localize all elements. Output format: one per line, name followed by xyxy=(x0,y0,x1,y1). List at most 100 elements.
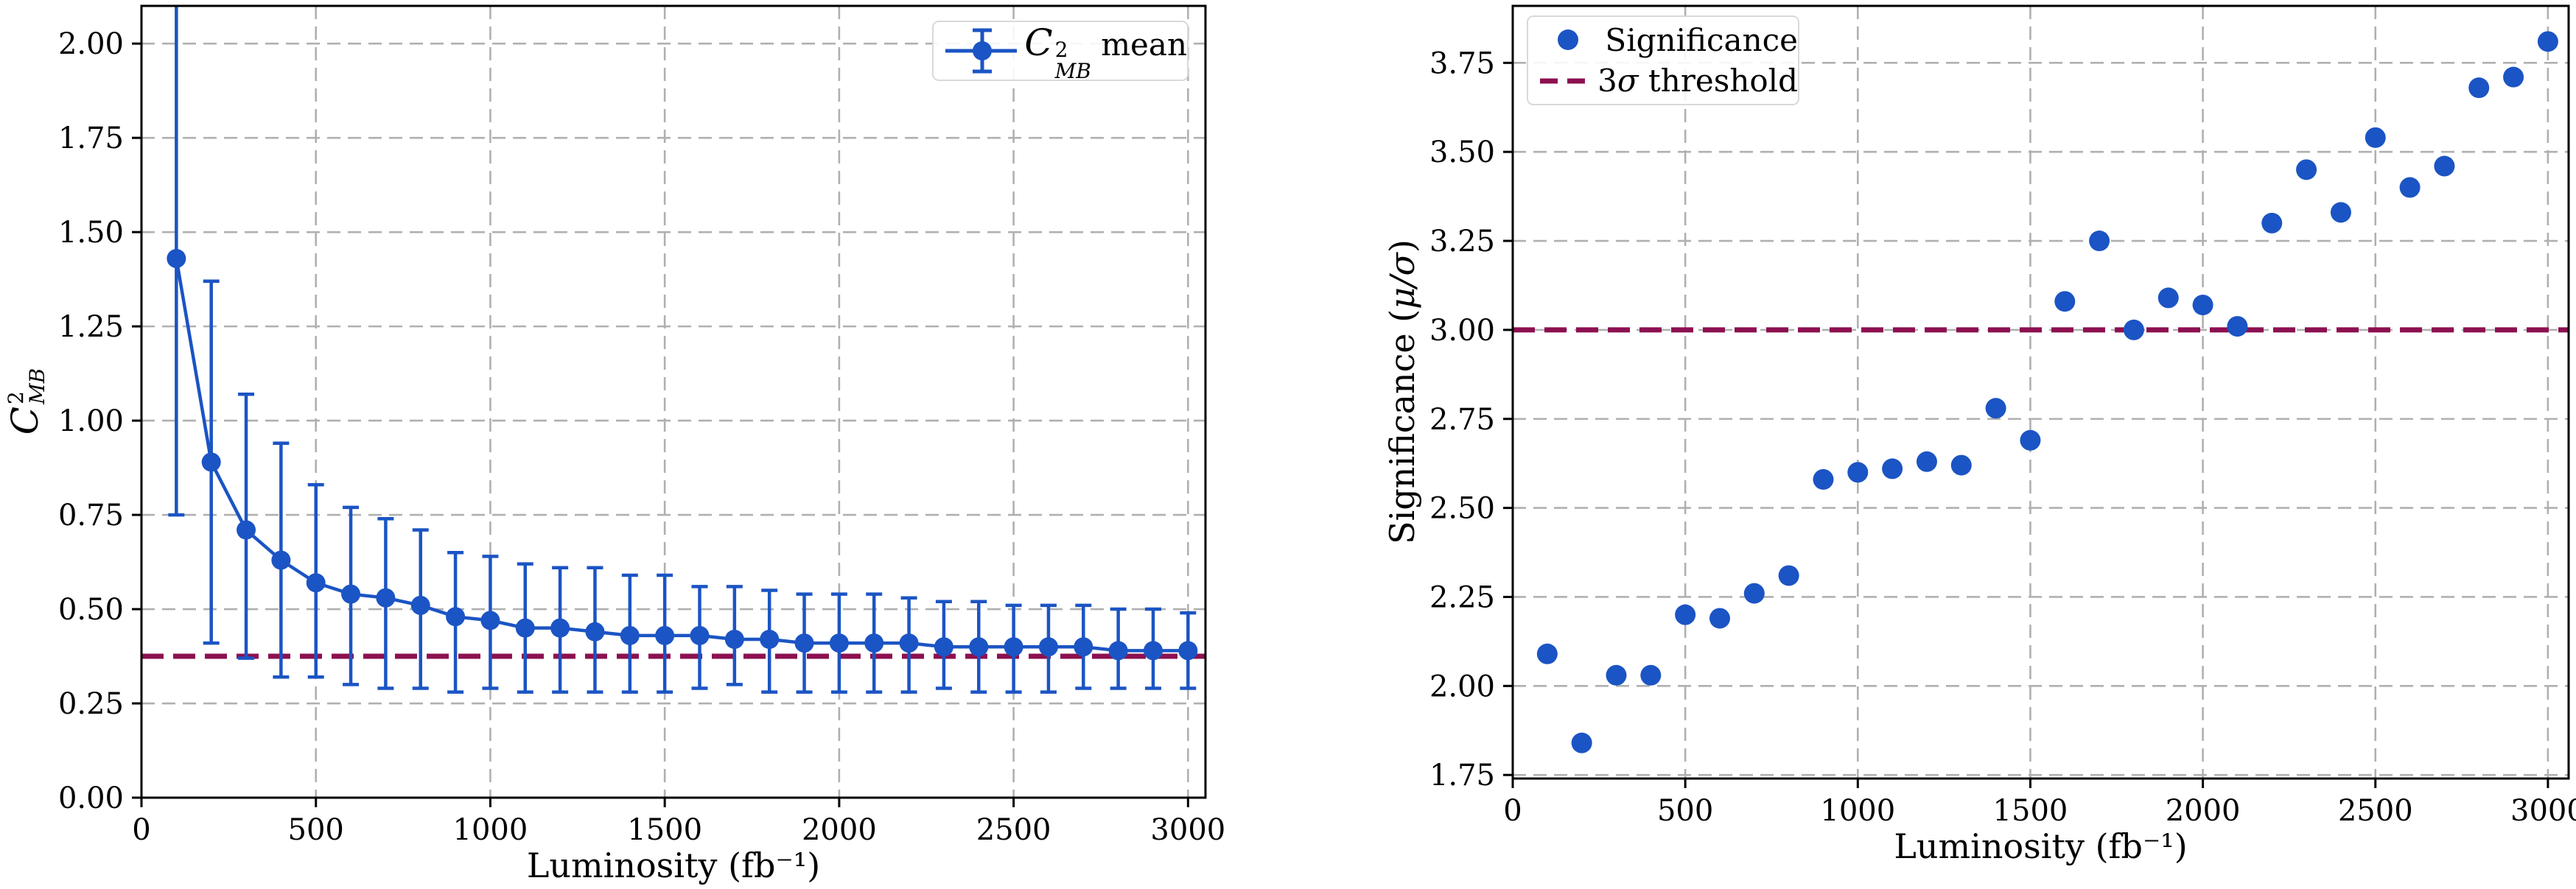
data-point xyxy=(899,633,919,653)
data-point xyxy=(724,630,744,649)
errorbar-marker-icon xyxy=(945,28,1018,74)
data-point xyxy=(2261,212,2283,233)
data-point xyxy=(1143,641,1163,661)
data-point xyxy=(2089,231,2110,252)
y-tick-label: 3.00 xyxy=(1429,314,1495,348)
data-point xyxy=(760,630,780,649)
data-point xyxy=(1038,637,1058,657)
legend-label-cmb-mean: C 2 MB mean xyxy=(1024,21,1187,83)
legend-row-threshold: 3σ threshold xyxy=(1536,63,1798,99)
data-point xyxy=(2330,202,2351,223)
y-tick-label: 3.75 xyxy=(1429,46,1495,80)
data-point xyxy=(2503,66,2524,88)
data-point xyxy=(1743,583,1765,604)
data-point xyxy=(306,573,326,593)
x-tick-label: 1500 xyxy=(627,813,702,847)
data-point xyxy=(167,248,186,268)
tick-labels: 0 500 1000 1500 2000 2500 3000 1.75 2.00 2.25 2.50… xyxy=(1429,46,2576,828)
dot-marker-icon xyxy=(1558,29,1578,51)
data-point xyxy=(585,622,605,642)
left-x-axis-label: Luminosity (fb⁻¹) xyxy=(526,846,821,885)
data-point xyxy=(271,550,291,570)
data-point xyxy=(515,618,535,638)
x-tick-label: 0 xyxy=(1503,794,1522,828)
y-tick-label: 1.25 xyxy=(58,310,124,344)
data-point xyxy=(550,618,570,638)
y-tick-label: 2.75 xyxy=(1429,403,1495,437)
dashed-line-icon xyxy=(1540,78,1591,84)
legend-significance: Significance 3σ threshold xyxy=(1527,15,1799,105)
data-point xyxy=(969,637,989,657)
data-point xyxy=(410,595,430,615)
data-point xyxy=(1916,451,1937,472)
axes-spines xyxy=(140,4,1207,799)
series-significance xyxy=(1536,31,2558,753)
tick-labels: 0 500 1000 1500 2000 2500 3000 0.00 0.25 0.50 0.75… xyxy=(58,27,1225,847)
data-point xyxy=(376,588,396,608)
data-point xyxy=(934,637,953,657)
data-point xyxy=(2227,316,2248,337)
x-tick-label: 500 xyxy=(288,813,344,847)
chart-significance: 0 500 1000 1500 2000 2500 3000 1.75 2.00 2.25 2.50… xyxy=(1429,4,2576,828)
y-tick-label: 0.25 xyxy=(58,687,124,721)
data-point xyxy=(2399,177,2421,198)
series-line xyxy=(175,258,1189,653)
y-tick-label: 2.00 xyxy=(1429,670,1495,703)
data-point xyxy=(794,633,814,653)
ylabel-c: C xyxy=(4,407,46,435)
data-point xyxy=(1675,604,1696,625)
y-tick-label: 0.50 xyxy=(58,593,124,627)
data-point xyxy=(2020,429,2041,451)
data-point xyxy=(2157,287,2179,309)
y-tick-label: 1.75 xyxy=(58,122,124,155)
data-point xyxy=(1778,565,1799,586)
data-point xyxy=(341,584,361,604)
x-tick-label: 500 xyxy=(1657,794,1713,828)
legend-label-threshold: 3σ threshold xyxy=(1597,63,1798,99)
data-point xyxy=(1640,664,1662,686)
y-tick-label: 1.50 xyxy=(58,216,124,250)
y-tick-label: 1.00 xyxy=(58,404,124,438)
data-point xyxy=(1108,641,1128,661)
x-tick-label: 0 xyxy=(132,813,150,847)
data-point xyxy=(237,520,256,540)
right-y-axis-label: Significance (μ/σ) xyxy=(1382,239,1422,544)
x-tick-label: 3000 xyxy=(1150,813,1225,847)
legend-cmb-mean: C 2 MB mean xyxy=(932,21,1189,83)
data-point xyxy=(1813,468,1834,490)
data-point xyxy=(1709,608,1730,629)
data-point xyxy=(446,607,466,627)
x-tick-label: 1500 xyxy=(1993,794,2068,828)
data-point xyxy=(1536,643,1558,664)
data-point xyxy=(480,611,500,630)
data-point xyxy=(2123,319,2144,340)
x-tick-label: 1000 xyxy=(453,813,528,847)
y-tick-label: 2.25 xyxy=(1429,580,1495,614)
x-tick-label: 2500 xyxy=(2338,794,2413,828)
right-x-axis-label: Luminosity (fb⁻¹) xyxy=(1894,826,2188,866)
data-point xyxy=(2434,155,2455,177)
y-tick-label: 0.00 xyxy=(58,781,124,815)
y-tick-label: 2.50 xyxy=(1429,492,1495,526)
data-point xyxy=(655,625,675,645)
y-tick-label: 0.75 xyxy=(58,499,124,533)
x-tick-label: 1000 xyxy=(1820,794,1895,828)
x-tick-label: 2000 xyxy=(2166,794,2241,828)
x-tick-label: 2500 xyxy=(976,813,1051,847)
data-point xyxy=(620,625,640,645)
data-point xyxy=(1950,454,1972,476)
grid-lines xyxy=(1513,6,2569,779)
series-cmb-mean xyxy=(167,6,1198,694)
data-point xyxy=(2296,159,2317,180)
data-point xyxy=(201,452,221,472)
data-point xyxy=(1074,637,1093,657)
tick-marks xyxy=(1503,61,2549,788)
data-point xyxy=(864,633,884,653)
data-point xyxy=(1178,641,1198,661)
data-point xyxy=(2192,295,2213,316)
ylabel-supsub: 2 MB xyxy=(3,368,49,404)
chart-cmb-mean: 0 500 1000 1500 2000 2500 3000 0.00 0.25 0.50 0.75… xyxy=(58,4,1225,847)
data-point xyxy=(690,625,710,645)
